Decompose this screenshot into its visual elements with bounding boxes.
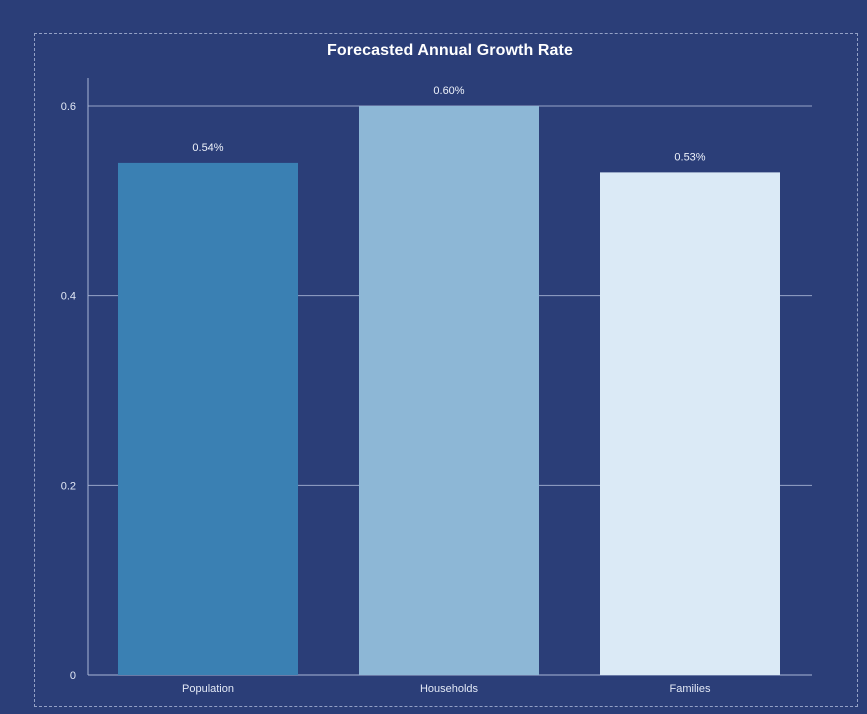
bar-population (118, 162, 298, 675)
data-label-households: 0.60% (433, 85, 464, 97)
category-label-families: Families (670, 683, 711, 695)
category-label-households: Households (420, 683, 479, 695)
bar-families (600, 172, 780, 675)
y-tick-label-3: 0.6 (61, 101, 76, 113)
category-label-population: Population (182, 683, 234, 695)
chart-title: Forecasted Annual Growth Rate (327, 42, 573, 59)
data-label-population: 0.54% (192, 142, 223, 154)
data-label-families: 0.53% (674, 151, 705, 163)
y-tick-label-1: 0.2 (61, 480, 76, 492)
labels: 0 0.2 0.4 0.6 0.54% Population 0.60% Households… (61, 85, 711, 695)
y-tick-label-0: 0 (70, 670, 76, 682)
y-tick-label-2: 0.4 (61, 291, 76, 303)
bars (118, 106, 780, 675)
bar-households (359, 106, 539, 675)
chart-frame (34, 33, 858, 707)
